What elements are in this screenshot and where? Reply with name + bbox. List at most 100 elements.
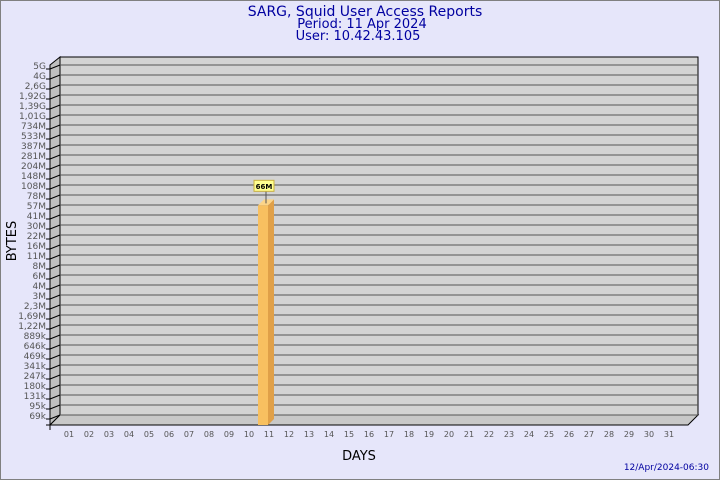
y-tick-label: 108M	[21, 182, 46, 192]
grid-line-side	[49, 354, 61, 360]
x-tick-label: 08	[204, 430, 214, 439]
x-tick-label: 29	[624, 430, 634, 439]
grid-line-side	[49, 264, 61, 270]
chart-user: User: 10.42.43.105	[296, 29, 421, 44]
grid-line-side	[49, 414, 61, 420]
y-tick-label: 8M	[33, 262, 47, 272]
y-tick-label: 69k	[29, 412, 46, 422]
y-tick-label: 22M	[27, 232, 46, 242]
y-tick-label: 889k	[24, 332, 47, 342]
x-tick-label: 19	[424, 430, 434, 439]
y-tick-label: 247k	[24, 372, 47, 382]
x-tick-label: 30	[644, 430, 654, 439]
y-tick-label: 2,3M	[24, 302, 46, 312]
x-tick-label: 20	[444, 430, 454, 439]
bar-day-11	[258, 205, 268, 425]
y-tick-label: 469k	[24, 352, 47, 362]
y-tick-label: 41M	[27, 212, 46, 222]
grid-line-side	[49, 274, 61, 280]
plot-back-wall	[59, 56, 699, 416]
x-tick-label: 22	[484, 430, 494, 439]
y-tick-label: 204M	[21, 162, 46, 172]
data-label: 66M	[256, 183, 273, 191]
grid-line-side	[49, 374, 61, 380]
y-tick-label: 11M	[27, 252, 46, 262]
y-axis-label: BYTES	[5, 221, 20, 262]
y-tick-label: 6M	[33, 272, 47, 282]
y-tick-label: 281M	[21, 152, 46, 162]
x-tick-label: 25	[544, 430, 554, 439]
grid-line-side	[49, 74, 61, 80]
y-tick-label: 4G	[33, 72, 46, 82]
grid-line-side	[49, 84, 61, 90]
x-tick-label: 04	[124, 430, 134, 439]
x-tick-label: 01	[64, 430, 74, 439]
grid-line-side	[49, 194, 61, 200]
x-tick-label: 21	[464, 430, 474, 439]
grid-line-side	[49, 394, 61, 400]
y-tick-label: 95k	[29, 402, 46, 412]
y-tick-label: 1,92G	[19, 92, 46, 102]
x-tick-label: 03	[104, 430, 114, 439]
grid-line-side	[49, 234, 61, 240]
y-tick-label: 30M	[27, 222, 46, 232]
x-tick-label: 28	[604, 430, 614, 439]
x-tick-label: 02	[84, 430, 94, 439]
grid-line-side	[49, 204, 61, 210]
grid-line-side	[49, 154, 61, 160]
y-tick-label: 1,01G	[19, 112, 46, 122]
x-tick-label: 16	[364, 430, 374, 439]
grid-line-side	[49, 214, 61, 220]
y-tick-label: 16M	[27, 242, 46, 252]
grid-line-side	[49, 124, 61, 130]
chart-title: SARG, Squid User Access Reports	[248, 4, 483, 20]
grid-line-side	[49, 104, 61, 110]
plot-floor	[48, 414, 700, 426]
y-tick-label: 533M	[21, 132, 46, 142]
x-tick-label: 12	[284, 430, 294, 439]
x-tick-label: 10	[244, 430, 254, 439]
grid-line-side	[49, 304, 61, 310]
y-tick-label: 1,22M	[18, 322, 46, 332]
y-tick-label: 148M	[21, 172, 46, 182]
y-tick-label: 5G	[33, 62, 46, 72]
x-tick-label: 23	[504, 430, 514, 439]
y-tick-label: 1,39G	[19, 102, 46, 112]
footer-timestamp: 12/Apr/2024-06:30	[624, 463, 709, 473]
grid-line-side	[49, 324, 61, 330]
grid-line-side	[49, 384, 61, 390]
x-tick-label: 24	[524, 430, 534, 439]
x-tick-label: 05	[144, 430, 154, 439]
y-tick-label: 57M	[27, 202, 46, 212]
x-tick-label: 07	[184, 430, 194, 439]
x-tick-label: 26	[564, 430, 574, 439]
plot-side-wall	[49, 55, 61, 427]
y-tick-label: 78M	[27, 192, 46, 202]
grid-line-side	[49, 314, 61, 320]
grid-line-side	[49, 144, 61, 150]
y-tick-label: 734M	[21, 122, 46, 132]
y-tick-label: 1,69M	[18, 312, 46, 322]
x-tick-label: 14	[324, 430, 334, 439]
x-tick-label: 06	[164, 430, 174, 439]
y-tick-label: 387M	[21, 142, 46, 152]
grid-line-side	[49, 254, 61, 260]
grid-line-side	[49, 294, 61, 300]
grid-line-side	[49, 94, 61, 100]
grid-line-side	[49, 184, 61, 190]
chart-period: Period: 11 Apr 2024	[297, 17, 426, 32]
grid-line-side	[49, 224, 61, 230]
x-axis-label: DAYS	[342, 449, 376, 464]
y-tick-label: 4M	[33, 282, 47, 292]
x-tick-label: 17	[384, 430, 394, 439]
y-tick-label: 2,6G	[25, 82, 46, 92]
x-tick-label: 11	[264, 430, 274, 439]
grid-line-side	[49, 334, 61, 340]
x-tick-label: 18	[404, 430, 414, 439]
x-tick-label: 15	[344, 430, 354, 439]
bar-side	[268, 199, 274, 425]
x-tick-label: 31	[664, 430, 674, 439]
grid-line-side	[49, 364, 61, 370]
grid-line-side	[49, 164, 61, 170]
